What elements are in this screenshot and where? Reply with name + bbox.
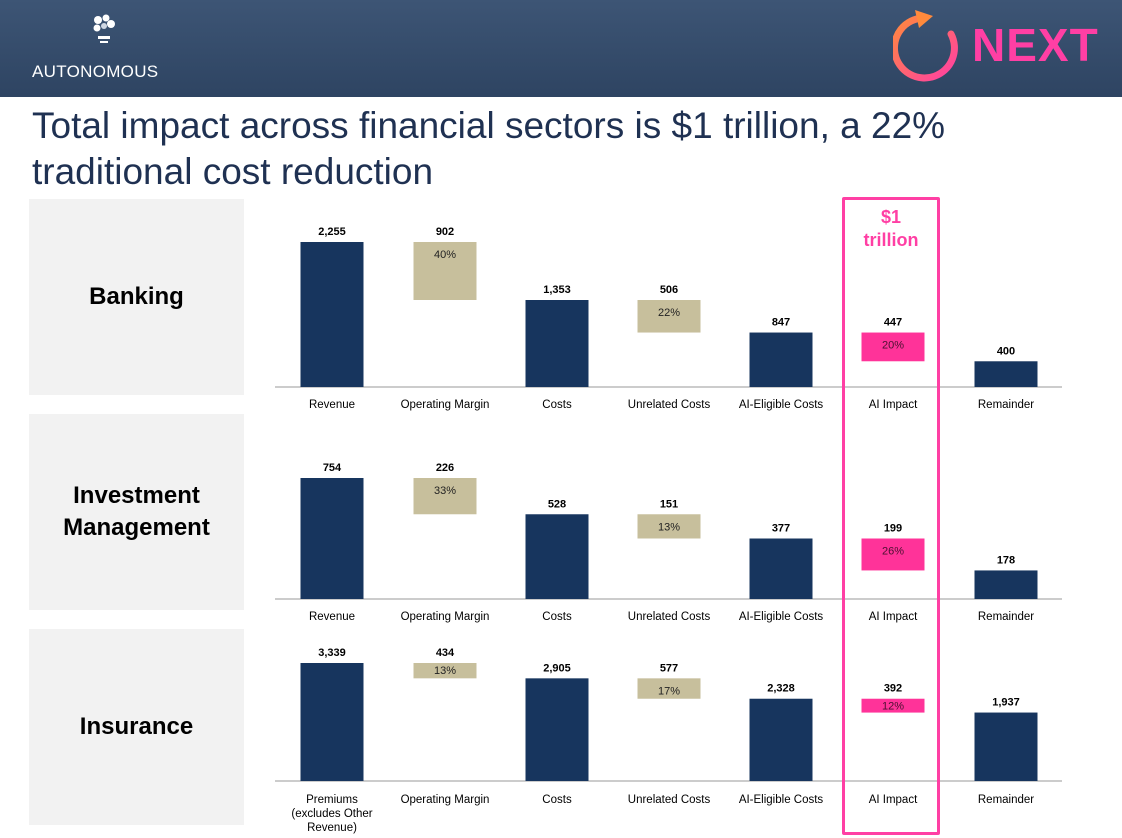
category-label: Costs bbox=[542, 399, 572, 411]
sector-label-insurance: Insurance bbox=[29, 629, 244, 825]
bar-ai-impact bbox=[861, 332, 925, 362]
value-label: 1,353 bbox=[543, 284, 571, 296]
value-label: 447 bbox=[884, 317, 902, 329]
bar-total bbox=[749, 698, 813, 781]
category-label: AI Impact bbox=[869, 611, 918, 623]
bar-total bbox=[974, 570, 1038, 599]
value-label: 3,339 bbox=[318, 647, 346, 659]
category-label: Unrelated Costs bbox=[628, 794, 711, 806]
value-label: 178 bbox=[997, 554, 1015, 566]
sector-label-text: Insurance bbox=[79, 713, 194, 740]
bar-total bbox=[749, 538, 813, 599]
value-label: 847 bbox=[772, 317, 790, 329]
percent-label: 17% bbox=[658, 685, 680, 697]
percent-label: 13% bbox=[434, 665, 456, 677]
category-label: Premiums bbox=[306, 794, 358, 806]
category-label: AI-Eligible Costs bbox=[739, 611, 824, 623]
sector-label-investment-management: Investment Management bbox=[29, 414, 244, 610]
category-label: (excludes Other bbox=[291, 808, 372, 820]
bar-total bbox=[300, 478, 364, 599]
bar-total bbox=[749, 332, 813, 387]
value-label: 1,937 bbox=[992, 697, 1020, 709]
bar-step bbox=[413, 242, 477, 300]
value-label: 2,255 bbox=[318, 226, 346, 238]
category-label: AI Impact bbox=[869, 794, 918, 806]
one-trillion-callout: $1 trillion bbox=[863, 207, 919, 250]
value-label: 506 bbox=[660, 284, 678, 296]
value-label: 902 bbox=[436, 226, 454, 238]
category-label: AI-Eligible Costs bbox=[739, 794, 824, 806]
category-label: Unrelated Costs bbox=[628, 611, 711, 623]
category-label: Remainder bbox=[978, 611, 1034, 623]
bar-step bbox=[413, 663, 477, 679]
value-label: 199 bbox=[884, 523, 902, 535]
header-bar: AUTONOMOUS NEXT bbox=[0, 0, 1122, 97]
value-label: 754 bbox=[323, 462, 342, 474]
category-label: Revenue bbox=[309, 399, 355, 411]
value-label: 2,905 bbox=[543, 662, 571, 674]
page-title: Total impact across financial sectors is… bbox=[32, 105, 946, 192]
category-label: Unrelated Costs bbox=[628, 399, 711, 411]
percent-label: 20% bbox=[882, 340, 904, 352]
value-label: 528 bbox=[548, 498, 566, 510]
category-label: Operating Margin bbox=[401, 794, 490, 806]
bar-total bbox=[974, 712, 1038, 781]
next-logo-text: NEXT bbox=[972, 19, 1099, 71]
category-label: Remainder bbox=[978, 794, 1034, 806]
category-label: Operating Margin bbox=[401, 399, 490, 411]
value-label: 377 bbox=[772, 523, 790, 535]
value-label: 400 bbox=[997, 345, 1015, 357]
category-label: Revenue bbox=[309, 611, 355, 623]
sector-label-banking: Banking bbox=[29, 199, 244, 395]
category-label: Costs bbox=[542, 794, 572, 806]
bar-total bbox=[525, 678, 589, 781]
bar-total bbox=[300, 242, 364, 387]
bar-ai-impact bbox=[861, 698, 925, 713]
percent-label: 12% bbox=[882, 701, 904, 713]
value-label: 392 bbox=[884, 683, 902, 695]
bar-step bbox=[637, 514, 701, 539]
value-label: 151 bbox=[660, 498, 678, 510]
sector-label-text: Banking bbox=[89, 283, 184, 310]
bar-step bbox=[637, 300, 701, 333]
sector-label-text: Investment Management bbox=[63, 482, 210, 541]
bar-total bbox=[974, 361, 1038, 387]
category-label: Costs bbox=[542, 611, 572, 623]
value-label: 577 bbox=[660, 662, 678, 674]
percent-label: 40% bbox=[434, 249, 456, 261]
bar-ai-impact bbox=[861, 538, 925, 571]
ai-impact-highlight-frame bbox=[842, 197, 940, 835]
category-label: Operating Margin bbox=[401, 611, 490, 623]
autonomous-logo-icon bbox=[93, 14, 115, 43]
category-label: AI Impact bbox=[869, 399, 918, 411]
bar-total bbox=[525, 300, 589, 387]
refresh-circle-logo-icon bbox=[893, 10, 958, 82]
category-label: Revenue) bbox=[307, 822, 357, 834]
percent-label: 33% bbox=[434, 485, 456, 497]
bar-step bbox=[413, 478, 477, 515]
brand-name: AUTONOMOUS bbox=[32, 62, 159, 81]
percent-label: 26% bbox=[882, 546, 904, 558]
bar-total bbox=[525, 514, 589, 599]
value-label: 226 bbox=[436, 462, 454, 474]
category-label: AI-Eligible Costs bbox=[739, 399, 824, 411]
value-label: 434 bbox=[436, 647, 455, 659]
bar-total bbox=[300, 663, 364, 781]
value-label: 2,328 bbox=[767, 683, 795, 695]
category-label: Remainder bbox=[978, 399, 1034, 411]
percent-label: 13% bbox=[658, 521, 680, 533]
percent-label: 22% bbox=[658, 307, 680, 319]
bar-step bbox=[637, 678, 701, 699]
